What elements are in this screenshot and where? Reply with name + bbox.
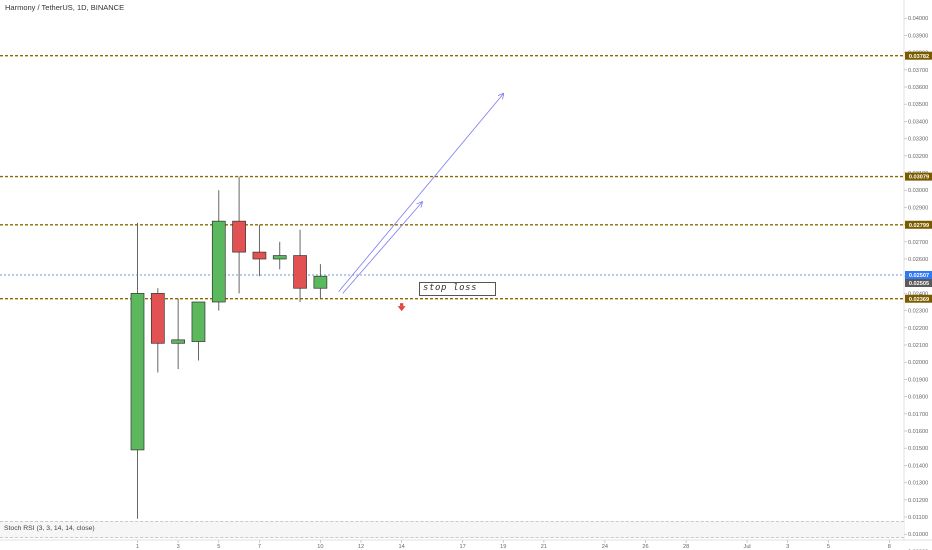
x-tick-label: 5 — [217, 544, 220, 550]
candle-body — [232, 220, 246, 253]
x-tick-label: 8 — [888, 544, 891, 550]
y-tick-label: 0.01100 — [908, 515, 928, 521]
y-tick-label: 0.03600 — [908, 85, 928, 91]
y-tick-label: 0.02900 — [908, 205, 928, 211]
candle-body — [211, 220, 226, 303]
x-tick-label: 7 — [258, 544, 261, 550]
level-badge-label: 0.03079 — [909, 175, 929, 181]
y-tick-label: 0.01400 — [908, 463, 928, 469]
y-tick-label: 0.02100 — [908, 343, 928, 349]
y-tick-label: 0.01800 — [908, 395, 928, 401]
stop-loss-label[interactable]: stop loss — [419, 282, 496, 296]
y-tick-label: 0.02000 — [908, 360, 928, 366]
y-tick-label: 0.01900 — [908, 377, 928, 383]
level-badge — [905, 51, 932, 60]
y-tick-label: 0.02600 — [908, 257, 928, 263]
candlestick-series — [130, 176, 328, 519]
y-tick-label: 0.03400 — [908, 119, 928, 125]
level-badge — [905, 172, 932, 181]
candle-body — [191, 301, 206, 342]
x-tick-label: 14 — [399, 544, 405, 550]
x-tick-label: 21 — [541, 544, 547, 550]
price-badges: 0.03782 0.03079 0.02799 0.02369 0.02507 0.025… — [905, 51, 932, 303]
candle-body — [272, 255, 287, 260]
y-tick-label: 0.03000 — [908, 188, 928, 194]
chart-title: Harmony / TetherUS, 1D, BINANCE — [5, 3, 125, 12]
candle-body — [252, 251, 267, 260]
y-tick-label: 0.01000 — [908, 532, 928, 538]
candle-body — [150, 293, 165, 344]
trend-arrow — [342, 202, 422, 294]
y-tick-label: 0.03700 — [908, 68, 928, 74]
close-price-badge — [905, 278, 932, 287]
candle-body — [313, 275, 328, 289]
y-tick-label: 0.03500 — [908, 102, 928, 108]
stop-loss-text: stop loss — [423, 283, 478, 293]
y-tick-label: 0.01700 — [908, 412, 928, 418]
time-axis: 1 3 5 7 10 12 14 17 19 21 24 26 28 Jul 3 5 8 — [136, 540, 891, 550]
x-tick-label: 3 — [177, 544, 180, 550]
x-tick-label: 12 — [358, 544, 364, 550]
x-tick-label: 24 — [602, 544, 608, 550]
y-tick-label: 0.02300 — [908, 309, 928, 315]
y-tick-label: 0.03900 — [908, 33, 928, 39]
support-resistance-lines — [0, 54, 904, 300]
x-tick-label: 1 — [136, 544, 139, 550]
level-badge — [905, 294, 932, 303]
x-tick-label: Jul — [744, 544, 751, 550]
arrow-down-icon — [400, 303, 404, 307]
level-badge — [905, 220, 932, 229]
x-tick-label: 5 — [827, 544, 830, 550]
stoch-rsi-label: Stoch RSI (3, 3, 14, 14, close) — [4, 525, 95, 532]
x-tick-label: 28 — [683, 544, 689, 550]
y-tick-label: 0.01300 — [908, 481, 928, 487]
current-price-badge — [905, 270, 932, 279]
annotation-layer — [397, 303, 406, 312]
x-tick-label: 17 — [460, 544, 466, 550]
arrow-down-icon-head — [397, 306, 406, 312]
level-badge-label: 0.02369 — [909, 297, 929, 303]
y-tick-label: 0.03300 — [908, 137, 928, 143]
y-tick-label: 0.02400 — [908, 291, 928, 297]
candle-body — [293, 255, 307, 289]
y-tick-label: 0.01500 — [908, 446, 928, 452]
x-tick-label: 3 — [786, 544, 789, 550]
close-price-label: 0.02505 — [909, 281, 929, 287]
trend-arrows — [338, 94, 504, 294]
y-tick-label: 0.02200 — [908, 326, 928, 332]
candle-body — [130, 293, 145, 451]
x-tick-label: 26 — [642, 544, 648, 550]
candle-body — [171, 339, 185, 344]
level-badge-label: 0.03782 — [909, 54, 929, 60]
level-badge-label: 0.02799 — [909, 223, 929, 229]
x-tick-label: 10 — [317, 544, 323, 550]
x-tick-label: 19 — [500, 544, 506, 550]
y-tick-label: 0.01600 — [908, 429, 928, 435]
current-price-label: 0.02507 — [909, 273, 929, 279]
trend-arrow — [338, 94, 504, 292]
stoch-rsi-pane[interactable]: Stoch RSI (3, 3, 14, 14, close) — [0, 521, 904, 538]
y-tick-label: 0.03200 — [908, 154, 928, 160]
y-tick-label: 0.02700 — [908, 240, 928, 246]
y-tick-label: 0.01200 — [908, 498, 928, 504]
y-tick-label: 0.04000 — [908, 16, 928, 22]
